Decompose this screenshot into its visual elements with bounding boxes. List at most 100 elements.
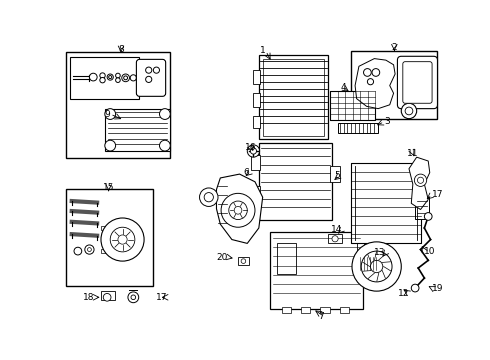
Bar: [359, 257, 381, 270]
Bar: [101, 237, 109, 242]
Circle shape: [118, 235, 127, 244]
Circle shape: [361, 251, 392, 282]
Text: 13: 13: [374, 248, 386, 257]
Bar: [282, 307, 291, 314]
Text: 5: 5: [334, 171, 340, 180]
Bar: [251, 155, 260, 170]
FancyBboxPatch shape: [403, 62, 432, 103]
Circle shape: [250, 148, 257, 154]
Circle shape: [131, 295, 136, 300]
Circle shape: [153, 67, 160, 73]
Circle shape: [100, 73, 105, 78]
Bar: [263, 59, 324, 136]
Circle shape: [332, 236, 338, 242]
Circle shape: [159, 140, 171, 151]
Circle shape: [417, 177, 423, 183]
FancyBboxPatch shape: [397, 56, 438, 109]
Circle shape: [130, 75, 136, 81]
Circle shape: [89, 73, 97, 81]
Bar: [338, 123, 378, 132]
Bar: [238, 257, 249, 265]
Text: 16: 16: [245, 143, 256, 152]
Text: 6: 6: [244, 168, 249, 177]
Circle shape: [204, 193, 214, 202]
Bar: [330, 166, 340, 182]
Bar: [251, 186, 260, 201]
Circle shape: [364, 69, 371, 76]
Circle shape: [411, 284, 419, 292]
Bar: [320, 307, 330, 314]
Polygon shape: [217, 174, 263, 243]
Bar: [301, 307, 311, 314]
Text: 12: 12: [397, 289, 409, 298]
Text: 2: 2: [392, 42, 397, 51]
Text: 1: 1: [260, 46, 266, 55]
Circle shape: [146, 76, 152, 82]
Circle shape: [199, 188, 218, 206]
Circle shape: [116, 73, 120, 78]
Circle shape: [352, 242, 401, 291]
Text: 3: 3: [384, 117, 390, 126]
Circle shape: [105, 109, 116, 120]
Circle shape: [123, 76, 127, 80]
Circle shape: [159, 109, 171, 120]
Circle shape: [105, 140, 116, 151]
Circle shape: [368, 78, 373, 85]
Bar: [330, 91, 375, 120]
Circle shape: [74, 247, 82, 255]
Circle shape: [101, 218, 144, 261]
Circle shape: [109, 76, 112, 78]
Bar: [276, 243, 296, 274]
Bar: [101, 291, 115, 300]
Text: 19: 19: [432, 284, 443, 293]
Circle shape: [247, 145, 260, 157]
Circle shape: [103, 293, 111, 301]
Text: 18: 18: [83, 293, 95, 302]
Text: 20: 20: [217, 253, 228, 262]
Text: 15: 15: [103, 184, 115, 193]
Circle shape: [221, 193, 255, 227]
Bar: [351, 163, 420, 243]
Circle shape: [107, 74, 113, 80]
Text: 8: 8: [118, 45, 124, 54]
Bar: [270, 232, 363, 309]
Circle shape: [234, 206, 242, 214]
Bar: [66, 189, 152, 286]
Text: 11: 11: [407, 149, 418, 158]
Circle shape: [405, 107, 413, 115]
Bar: [357, 239, 365, 263]
Bar: [66, 53, 171, 158]
Text: 17: 17: [432, 190, 443, 199]
Bar: [253, 93, 260, 107]
Polygon shape: [409, 157, 430, 210]
Bar: [70, 57, 140, 99]
Circle shape: [370, 260, 383, 273]
FancyBboxPatch shape: [136, 59, 166, 96]
Circle shape: [122, 74, 129, 82]
Circle shape: [241, 259, 245, 264]
Bar: [328, 234, 342, 243]
Text: 10: 10: [424, 247, 436, 256]
Bar: [259, 143, 332, 220]
Circle shape: [88, 248, 91, 252]
Bar: [105, 109, 171, 151]
Bar: [253, 116, 260, 128]
Text: 7: 7: [318, 312, 324, 321]
Circle shape: [128, 292, 139, 303]
Polygon shape: [355, 59, 395, 109]
Circle shape: [372, 69, 380, 76]
Circle shape: [415, 174, 427, 186]
Circle shape: [85, 245, 94, 254]
Circle shape: [424, 213, 432, 220]
Text: 9: 9: [104, 109, 110, 118]
Circle shape: [100, 77, 105, 83]
Bar: [415, 197, 429, 219]
Bar: [101, 249, 109, 253]
Text: 14: 14: [331, 225, 342, 234]
Bar: [259, 55, 328, 139]
Circle shape: [146, 67, 152, 73]
Circle shape: [229, 201, 247, 220]
Text: 4: 4: [341, 84, 346, 93]
Bar: [253, 70, 260, 84]
Bar: [340, 307, 349, 314]
